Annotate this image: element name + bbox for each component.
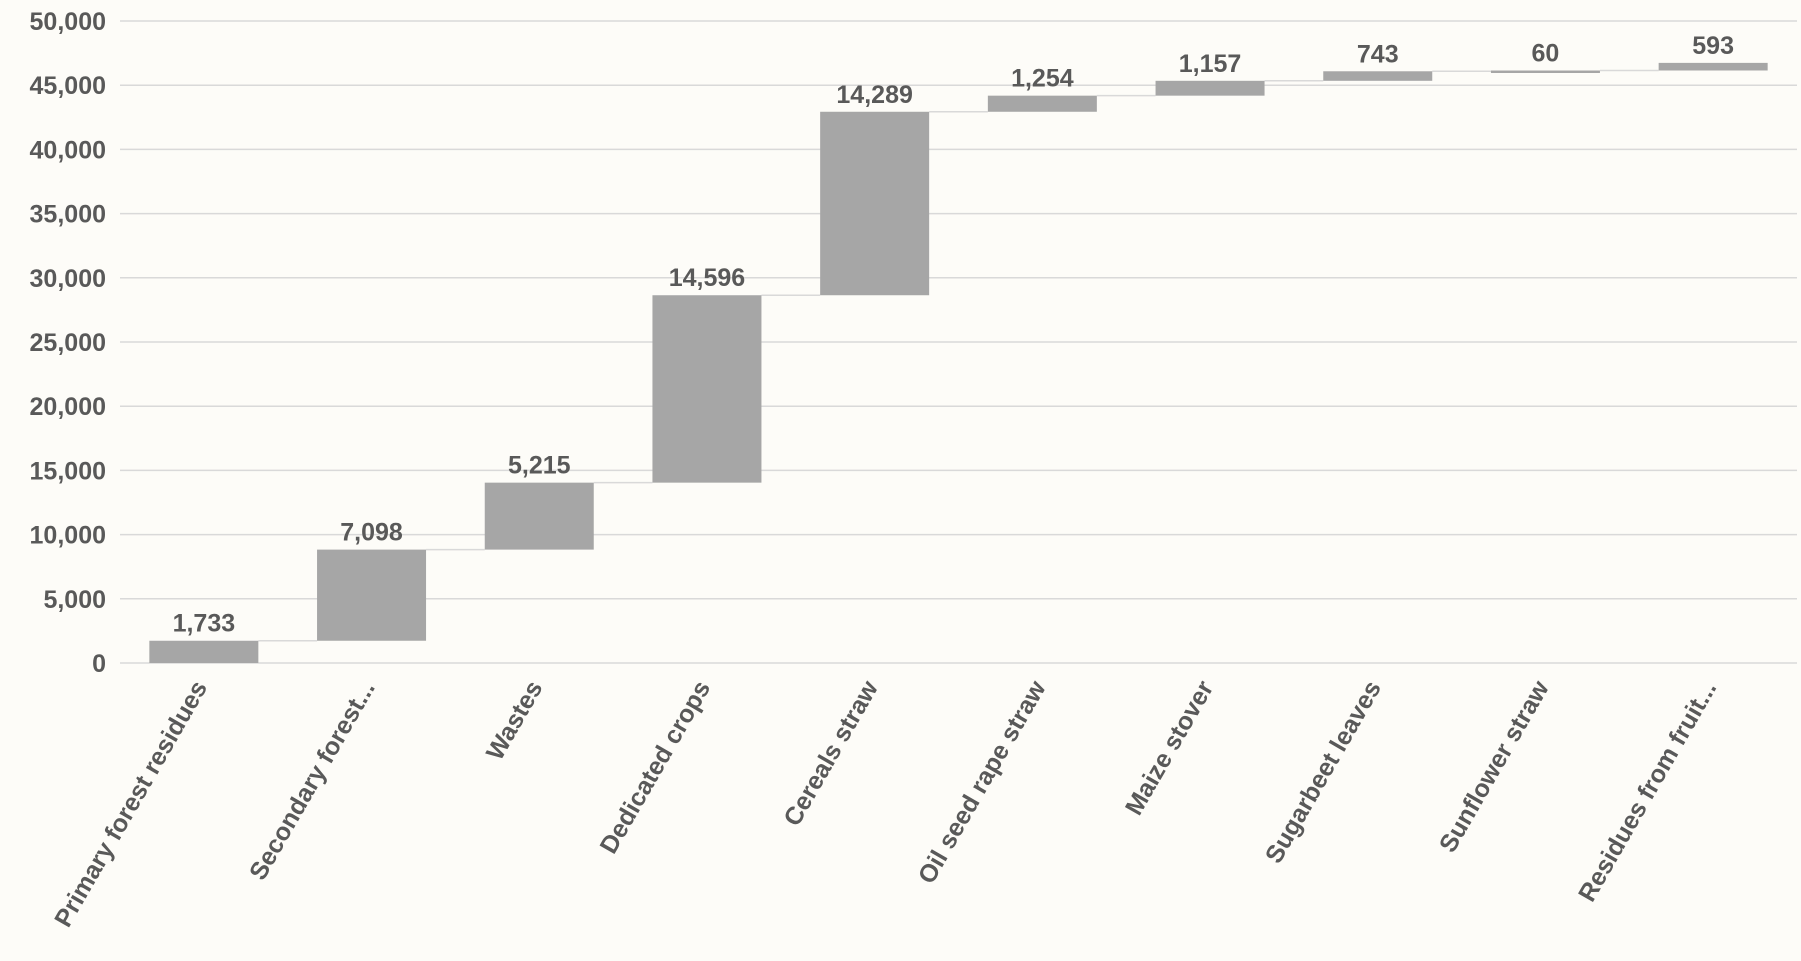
x-category-label: Residues from fruit... bbox=[1573, 676, 1722, 907]
bar bbox=[987, 95, 1097, 112]
bar bbox=[652, 295, 762, 483]
bar bbox=[484, 482, 594, 550]
data-label: 1,254 bbox=[1011, 65, 1074, 93]
bar bbox=[1323, 71, 1433, 81]
x-category-label: Primary forest residues bbox=[49, 676, 213, 932]
data-label: 14,596 bbox=[669, 264, 745, 292]
y-tick-label: 0 bbox=[92, 650, 106, 678]
y-tick-label: 30,000 bbox=[30, 265, 106, 293]
y-axis-ticks: 0 5,000 10,000 15,000 20,000 25,000 30,000 35,0… bbox=[30, 8, 106, 678]
x-category-label: Sunflower straw bbox=[1434, 676, 1555, 858]
y-tick-label: 25,000 bbox=[30, 329, 106, 357]
x-category-label: Oil seed rape straw bbox=[913, 676, 1052, 889]
data-label: 743 bbox=[1357, 40, 1399, 68]
x-category-label: Wastes bbox=[481, 676, 549, 765]
y-tick-label: 10,000 bbox=[30, 522, 106, 550]
bar bbox=[1155, 80, 1265, 96]
bars bbox=[149, 62, 1768, 663]
data-label: 14,289 bbox=[836, 81, 912, 109]
x-category-label: Secondary forest... bbox=[244, 676, 381, 885]
bar bbox=[820, 111, 930, 296]
bar bbox=[1490, 70, 1600, 73]
data-label: 5,215 bbox=[508, 452, 571, 480]
x-category-label: Maize stover bbox=[1120, 676, 1219, 820]
y-tick-label: 50,000 bbox=[30, 8, 106, 36]
x-category-label: Dedicated crops bbox=[595, 676, 717, 858]
data-label: 593 bbox=[1692, 32, 1734, 60]
bar bbox=[317, 549, 427, 641]
y-tick-label: 45,000 bbox=[30, 72, 106, 100]
bar bbox=[149, 640, 259, 663]
data-labels: 1,733 7,098 5,215 14,596 14,289 1,254 1,157 743… bbox=[173, 32, 1734, 638]
y-tick-label: 15,000 bbox=[30, 457, 106, 485]
data-label: 7,098 bbox=[340, 519, 403, 547]
data-label: 60 bbox=[1532, 39, 1560, 67]
x-category-label: Cereals straw bbox=[778, 676, 884, 831]
x-category-label: Sugarbeet leaves bbox=[1260, 676, 1387, 868]
x-axis-categories: Primary forest residues Secondary forest.… bbox=[49, 676, 1722, 932]
connector-lines bbox=[258, 69, 1659, 642]
y-tick-label: 20,000 bbox=[30, 393, 106, 421]
y-tick-label: 40,000 bbox=[30, 136, 106, 164]
data-label: 1,157 bbox=[1179, 50, 1242, 78]
bar bbox=[1658, 62, 1768, 71]
y-tick-label: 5,000 bbox=[43, 586, 106, 614]
data-label: 1,733 bbox=[173, 610, 236, 638]
y-tick-label: 35,000 bbox=[30, 201, 106, 229]
